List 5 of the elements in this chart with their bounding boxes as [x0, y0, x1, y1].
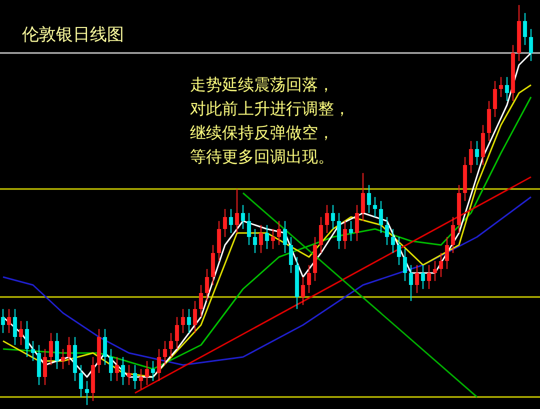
annotation: 走势延续震荡回落， [190, 76, 334, 94]
annotation: 继续保持反弹做空， [190, 124, 334, 142]
text: 伦敦银日线图 [22, 25, 124, 44]
annotation: 等待更多回调出现。 [190, 148, 334, 166]
annotation: 对此前上升进行调整， [190, 100, 350, 118]
